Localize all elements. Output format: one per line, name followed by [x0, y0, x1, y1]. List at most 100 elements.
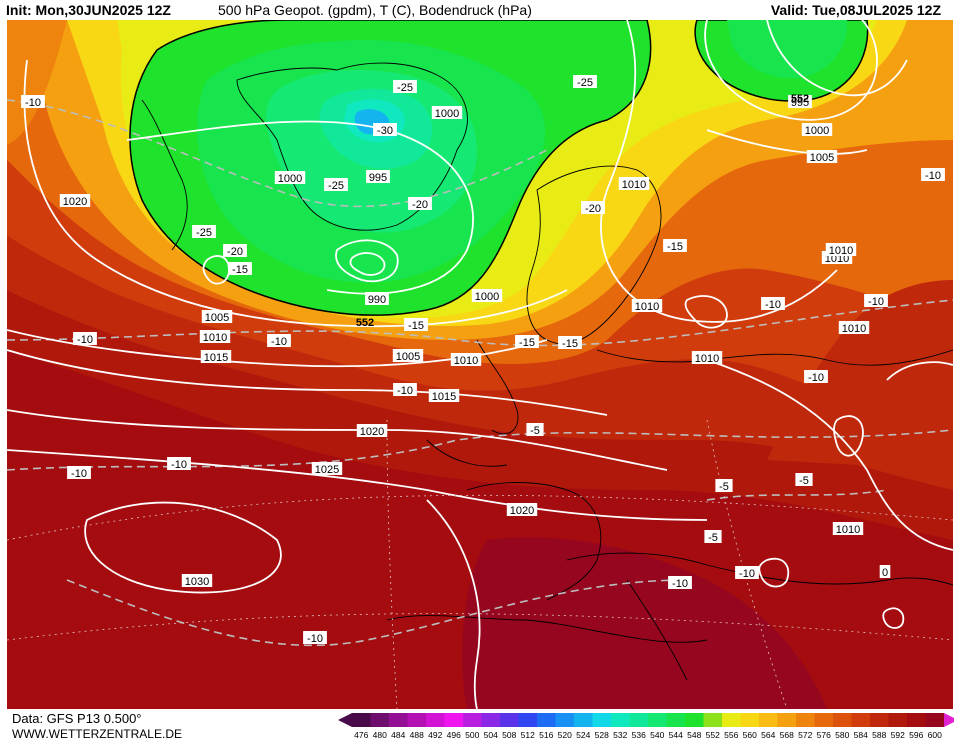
legend-tick-label: 492 — [428, 730, 442, 740]
pressure-label: 1000 — [431, 106, 463, 120]
legend-swatch — [666, 713, 685, 727]
graticule — [7, 419, 953, 709]
pressure-label: 1010 — [838, 321, 870, 335]
map-title: 500 hPa Geopot. (gpdm), T (C), Bodendruc… — [218, 2, 532, 18]
temperature-label-bg — [921, 168, 945, 181]
temperature-label-bg — [804, 370, 828, 383]
legend-swatch — [685, 713, 704, 727]
temperature-label-text: -10 — [307, 633, 323, 645]
temperature-isotherms — [7, 99, 953, 647]
legend-tick-label: 584 — [854, 730, 868, 740]
legend-tick-label: 532 — [613, 730, 627, 740]
legend-swatch — [518, 713, 537, 727]
legend-tick-label: 476 — [354, 730, 368, 740]
legend-swatch — [851, 713, 870, 727]
temperature-label-bg — [663, 239, 687, 252]
legend-swatch — [870, 713, 889, 727]
legend-tick-label: 528 — [595, 730, 609, 740]
temperature-label-text: -10 — [808, 372, 824, 384]
pressure-label-bg — [428, 389, 460, 402]
legend-tick-label: 512 — [521, 730, 535, 740]
legend-tick-label: 552 — [706, 730, 720, 740]
temperature-label-text: -10 — [25, 97, 41, 109]
legend-tick-label: 548 — [687, 730, 701, 740]
legend-swatch — [407, 713, 426, 727]
temperature-label-text: 0 — [882, 567, 888, 579]
legend-tick-label: 504 — [484, 730, 498, 740]
legend-tick-label: 500 — [465, 730, 479, 740]
pressure-label-text: 1010 — [635, 301, 659, 313]
temperature-label: -25 — [393, 80, 417, 94]
valid-time: Valid: Tue,08JUL2025 12Z — [770, 2, 941, 18]
temperature-label-bg — [795, 473, 813, 486]
temperature-label: -20 — [408, 197, 432, 211]
pressure-label-text: 1015 — [204, 352, 228, 364]
legend-swatch — [629, 713, 648, 727]
temperature-label-bg — [558, 336, 582, 349]
pressure-label-text: 1010 — [203, 332, 227, 344]
legend-swatch — [833, 713, 852, 727]
pressure-label-bg — [356, 424, 388, 437]
website-link[interactable]: WWW.WETTERZENTRALE.DE — [12, 727, 182, 741]
temperature-label-text: -20 — [227, 246, 243, 258]
temperature-label: -10 — [21, 95, 45, 109]
pressure-label: 1000 — [801, 123, 833, 137]
temperature-label-text: -25 — [196, 227, 212, 239]
pressure-label: 995 — [788, 95, 812, 109]
temperature-label-bg — [879, 565, 891, 578]
pressure-label-bg — [832, 522, 864, 535]
temperature-label: -10 — [804, 370, 828, 384]
legend-tick-label: 516 — [539, 730, 553, 740]
temperature-label: -10 — [303, 631, 327, 645]
pressure-label: 1010 — [825, 243, 857, 257]
temperature-label-bg — [404, 318, 428, 331]
pressure-label-bg — [59, 194, 91, 207]
pressure-label-text: 1000 — [805, 125, 829, 137]
temperature-label-bg — [735, 566, 759, 579]
pressure-label-bg — [201, 310, 233, 323]
pressure-label-bg — [691, 351, 723, 364]
pressure-label-text: 1005 — [810, 152, 834, 164]
pressure-label-bg — [181, 574, 213, 587]
temperature-label-text: -15 — [667, 241, 683, 253]
pressure-label-text: 1010 — [695, 353, 719, 365]
pressure-label: 990 — [365, 292, 389, 306]
temperature-label-bg — [393, 80, 417, 93]
temperature-label: -5 — [704, 530, 722, 544]
legend-swatch — [777, 713, 796, 727]
temperature-label-text: -15 — [232, 264, 248, 276]
shading-600-med — [462, 537, 827, 709]
pressure-label-text: 1000 — [435, 108, 459, 120]
pressure-label: 1010 — [450, 353, 482, 367]
pressure-label: 1020 — [506, 503, 538, 517]
temperature-label: -25 — [192, 225, 216, 239]
temperature-label: -15 — [515, 335, 539, 349]
temperature-label: -5 — [526, 423, 544, 437]
temperature-label-text: -5 — [719, 481, 729, 493]
pressure-label-bg — [471, 289, 503, 302]
legend-swatch — [925, 713, 944, 727]
legend-swatch — [537, 713, 556, 727]
temperature-label-text: -5 — [799, 475, 809, 487]
pressure-label-text: 1015 — [432, 391, 456, 403]
temperature-label-text: -10 — [171, 459, 187, 471]
legend-tick-label: 540 — [650, 730, 664, 740]
shading-544-ne — [727, 20, 848, 79]
pressure-label-bg — [838, 321, 870, 334]
temperature-label: -10 — [67, 466, 91, 480]
legend-swatch — [555, 713, 574, 727]
temperature-label-text: -10 — [925, 170, 941, 182]
pressure-label-text: 1010 — [454, 355, 478, 367]
pressure-label-bg — [274, 171, 306, 184]
temperature-label-text: -10 — [271, 336, 287, 348]
temperature-label-text: -5 — [708, 532, 718, 544]
temperature-label-bg — [373, 123, 397, 136]
init-time: Init: Mon,30JUN2025 12Z — [6, 2, 171, 18]
pressure-label: 1005 — [806, 150, 838, 164]
temperature-label-text: -25 — [577, 77, 593, 89]
pressure-label: 995 — [366, 170, 390, 184]
legend-swatch — [500, 713, 519, 727]
temperature-label-bg — [167, 457, 191, 470]
temperature-label-bg — [515, 335, 539, 348]
temperature-label-layer: -10 -25 -30 -25 -25 -20 -25 -20 -15 -15 -10 -15 -15 -… — [21, 75, 945, 645]
